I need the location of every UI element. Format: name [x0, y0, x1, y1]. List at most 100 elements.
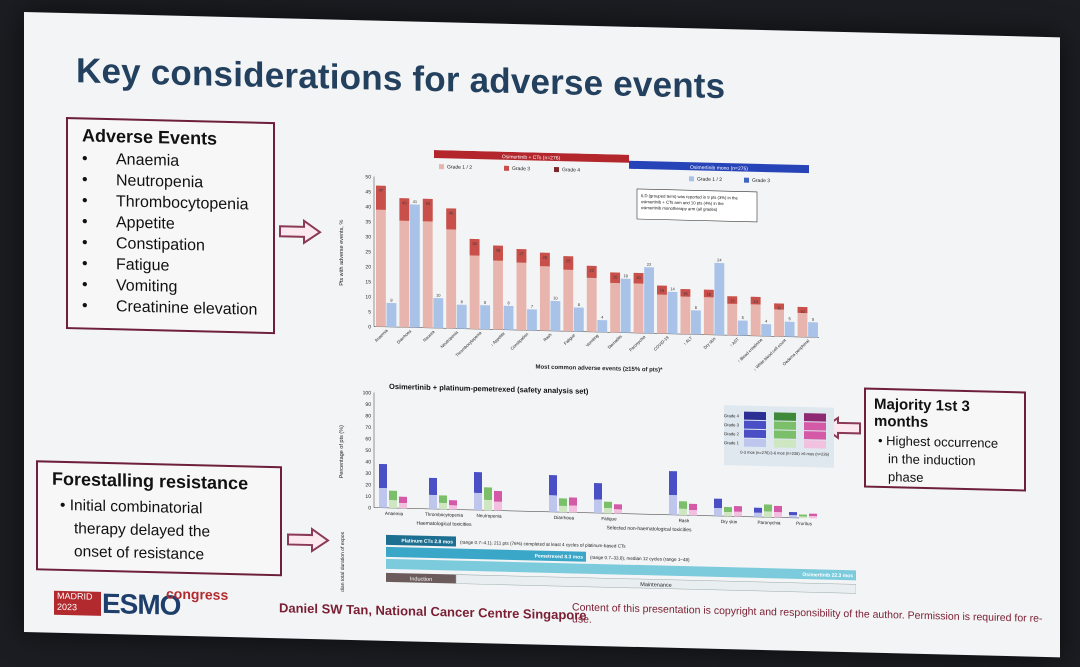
legend-label: Grade 3 [512, 166, 530, 172]
data-label: 20 [636, 275, 641, 280]
legend-swatch [804, 440, 826, 449]
legend-swatch [774, 439, 796, 448]
annotation-text: osimertinib monotherapy arm (all grades) [641, 205, 718, 212]
bar-combo [376, 185, 386, 327]
y-tick-label: 20 [365, 264, 371, 270]
x-tick-label: ↑ AST [729, 336, 741, 348]
bar-period [734, 506, 742, 512]
bar-period-low [559, 505, 567, 513]
data-label: 7 [531, 304, 534, 309]
bar-combo [727, 296, 738, 336]
x-tick-label: Nausea [422, 329, 436, 343]
majority-heading: Majority 1st 3 months [874, 395, 970, 432]
bar-combo-grade3 [727, 296, 738, 304]
y-tick-label: 35 [365, 219, 371, 225]
exposure-bar-note: (range 0.7–4.1); 211 pts (76%) completed… [460, 540, 626, 549]
bar-mono [667, 291, 678, 334]
x-tick-label: Dry skin [702, 336, 717, 351]
data-label: 13 [730, 298, 735, 303]
x-tick-label: Constipation [509, 331, 529, 351]
bar-mono [808, 322, 818, 338]
bar-combo-grade3 [422, 198, 433, 222]
exposure-bar [386, 546, 586, 562]
bar-combo-grade3 [586, 265, 597, 278]
legend-swatch [744, 411, 766, 421]
annotation-text: ILD (grouped term) was reported in 9 pts… [641, 193, 738, 200]
group-label: Selected non-haematological toxicities [606, 525, 692, 533]
legend-label: Grade 4 [562, 167, 580, 173]
bar-combo [399, 198, 410, 328]
data-label: 26 [543, 255, 548, 260]
bar-combo-grade3 [376, 185, 386, 210]
data-label: 22 [647, 262, 652, 267]
x-tick-label: Rash [542, 332, 553, 343]
bar-period [809, 513, 817, 517]
group-header-label: Osimertinib + CTs (n=276) [502, 154, 561, 161]
annotation-text: osimertinib + CTs arm and 10 pts (4%) in… [641, 199, 724, 206]
x-tick-label: Oedema peripheral [781, 338, 810, 366]
data-label: 47 [379, 188, 384, 193]
bar-period [484, 487, 492, 501]
bar-combo [446, 208, 457, 329]
chart-title: Osimertinib + platinum-pemetrexed (safet… [389, 382, 589, 396]
legend-grade-label: Grade 4 [724, 413, 740, 418]
bar-mono [620, 278, 631, 333]
bar-period [669, 471, 677, 496]
exposure-timeline: Median total duration of exposure Platinu… [340, 532, 856, 599]
bar-combo-grade3 [539, 252, 550, 267]
group-header-combo [434, 150, 629, 163]
bar-period-low [549, 495, 557, 513]
bar-combo-grade3 [750, 296, 761, 305]
bar-combo [493, 245, 503, 330]
x-tick-label: Diarrhoea [396, 328, 413, 345]
adverse-events-bar-chart: Osimertinib + CTs (n=276) Osimertinib mon… [339, 150, 819, 374]
data-label: 15 [683, 291, 688, 296]
data-label: 4 [601, 315, 604, 320]
exposure-bar-label: Platinum CTs 2.8 mos [401, 538, 453, 545]
timeline-ylabel: Median total duration of exposure [340, 532, 346, 599]
legend-swatch [744, 429, 766, 439]
phase-label: Maintenance [640, 582, 671, 589]
y-tick-label: 20 [365, 482, 371, 488]
y-tick-label: 30 [365, 234, 371, 240]
y-tick-label: 70 [365, 425, 371, 431]
legend-swatch [744, 177, 749, 183]
bar-mono [456, 304, 467, 329]
y-tick-label: 5 [368, 309, 371, 315]
bar-combo [750, 296, 761, 337]
data-label: 27 [519, 251, 524, 256]
data-label: 8 [578, 302, 581, 307]
adverse-events-heading: Adverse Events [82, 125, 218, 149]
legend-grade-label: Grade 2 [724, 431, 740, 436]
bar-period [474, 472, 482, 494]
annotation-box [636, 188, 758, 223]
bar-period-low [764, 511, 772, 518]
footer-copyright: Content of this presentation is copyrigh… [572, 601, 1043, 626]
logo-city-badge: MADRID 2023 [54, 590, 101, 616]
exposure-bar-note: (range 0.7–33.8); median 12 cycles (rang… [590, 555, 690, 562]
bar-mono [761, 324, 772, 337]
forestalling-resistance-box: Forestalling resistance • Initial combin… [36, 460, 282, 577]
slide-title: Key considerations for adverse events [76, 51, 726, 107]
bar-period [549, 475, 557, 496]
bar-period-low [429, 494, 437, 510]
y-tick-label: 90 [365, 402, 371, 408]
x-tick-label: Fatigue [601, 516, 617, 521]
bar-period [724, 506, 732, 513]
x-tick-label: Fatigue [563, 332, 577, 346]
legend-label: Grade 1 / 2 [697, 176, 722, 183]
legend-label: Grade 3 [752, 178, 770, 184]
data-label: 10 [553, 295, 558, 300]
bar-period-low [714, 508, 722, 517]
bar-period [604, 501, 612, 509]
x-tick-label: Anaemia [385, 511, 404, 516]
bar-combo [797, 306, 808, 338]
bar-period [689, 503, 697, 511]
bar-period-low [734, 511, 742, 517]
bar-mono [573, 307, 584, 332]
x-tick-label: COVID-19 [653, 334, 671, 351]
x-tick-label: Thrombocytopenia [454, 330, 483, 358]
y-tick-label: 45 [365, 189, 371, 195]
exposure-bar [386, 534, 456, 547]
data-label: 8 [484, 300, 487, 305]
